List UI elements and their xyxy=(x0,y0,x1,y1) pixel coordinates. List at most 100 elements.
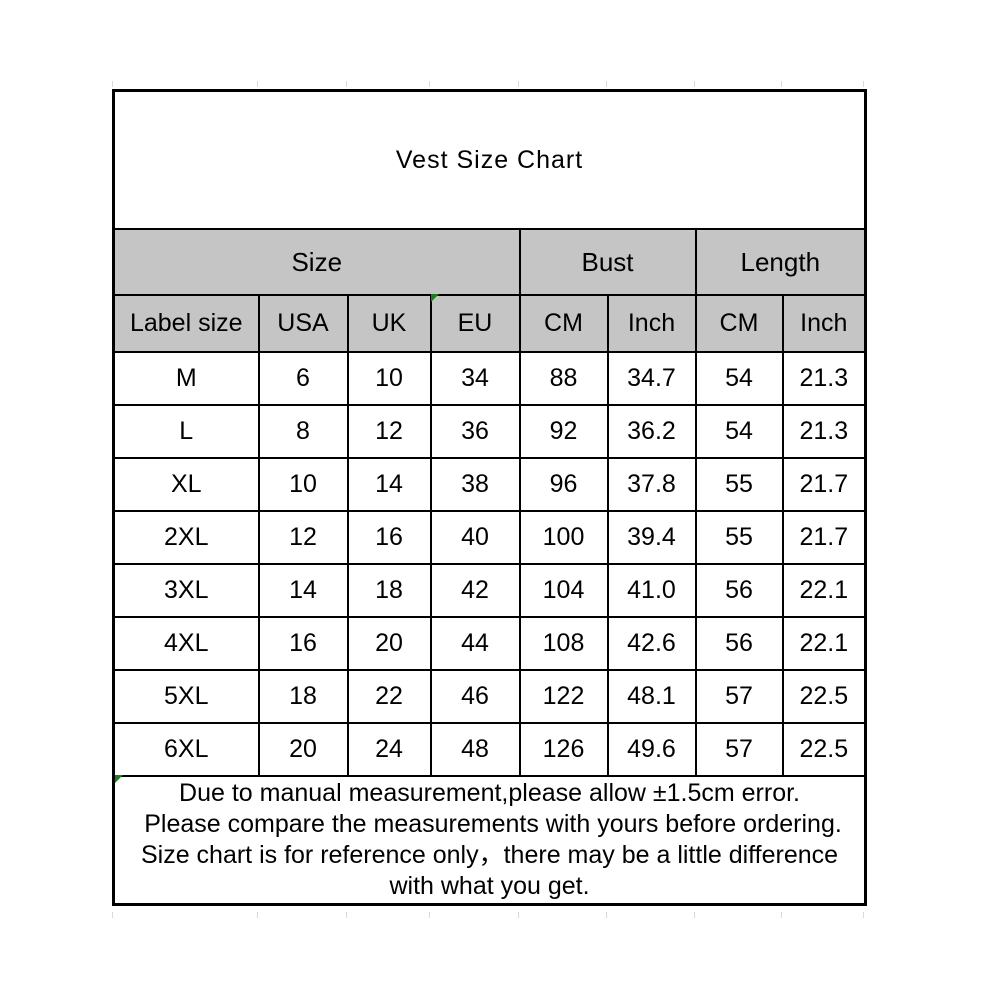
label-size-cell: M xyxy=(112,351,260,406)
size-value-cell: 57 xyxy=(694,669,784,724)
size-value-cell: 24 xyxy=(346,722,432,777)
label-size-cell: 5XL xyxy=(112,669,260,724)
table-row: 6XL 20 24 48 126 49.6 57 22.5 xyxy=(112,722,867,777)
size-value-cell: 42.6 xyxy=(606,616,697,671)
size-value-cell: 14 xyxy=(257,563,349,618)
gridline-stub xyxy=(429,912,430,918)
column-header-bust-cm: CM xyxy=(518,294,609,353)
gridline-stub xyxy=(606,912,607,918)
label-size-cell: 2XL xyxy=(112,510,260,565)
size-value-cell: 16 xyxy=(346,510,432,565)
size-value-cell: 16 xyxy=(257,616,349,671)
label-size-cell: XL xyxy=(112,457,260,512)
size-value-cell: 10 xyxy=(346,351,432,406)
column-header-eu: EU xyxy=(429,294,521,353)
gridline-stub xyxy=(518,912,519,918)
column-header-bust-inch: Inch xyxy=(606,294,697,353)
gridline-stub xyxy=(257,912,258,918)
size-value-cell: 20 xyxy=(346,616,432,671)
size-value-cell: 55 xyxy=(694,457,784,512)
table-row: XL 10 14 38 96 37.8 55 21.7 xyxy=(112,457,867,512)
size-value-cell: 10 xyxy=(257,457,349,512)
group-header-row: Size Bust Length xyxy=(112,228,867,296)
gridline-stub xyxy=(781,81,782,87)
table-row: 3XL 14 18 42 104 41.0 56 22.1 xyxy=(112,563,867,618)
table-row: 2XL 12 16 40 100 39.4 55 21.7 xyxy=(112,510,867,565)
gridline-stub xyxy=(863,81,864,87)
size-value-cell: 21.3 xyxy=(781,351,867,406)
size-value-cell: 100 xyxy=(518,510,609,565)
size-value-cell: 46 xyxy=(429,669,521,724)
column-header-uk: UK xyxy=(346,294,432,353)
group-header-size: Size xyxy=(112,228,521,296)
gridline-stub xyxy=(606,81,607,87)
column-header-length-inch: Inch xyxy=(781,294,867,353)
size-value-cell: 41.0 xyxy=(606,563,697,618)
measurement-notes: Due to manual measurement,please allow ±… xyxy=(112,775,867,906)
label-size-cell: L xyxy=(112,404,260,459)
size-value-cell: 55 xyxy=(694,510,784,565)
gridline-stub xyxy=(863,912,864,918)
size-value-cell: 12 xyxy=(346,404,432,459)
size-value-cell: 92 xyxy=(518,404,609,459)
size-table-body: M 6 10 34 88 34.7 54 21.3 L 8 12 36 92 36.2 54 21.3 XL 10… xyxy=(112,351,867,777)
gridline-stub xyxy=(694,912,695,918)
gridline-stub xyxy=(112,81,113,87)
size-value-cell: 88 xyxy=(518,351,609,406)
label-size-cell: 3XL xyxy=(112,563,260,618)
note-line: Please compare the measurements with you… xyxy=(137,810,842,838)
notes-row: Due to manual measurement,please allow ±… xyxy=(112,775,867,906)
size-value-cell: 20 xyxy=(257,722,349,777)
size-value-cell: 18 xyxy=(257,669,349,724)
note-line: Size chart is for reference only，there m… xyxy=(140,841,839,869)
gridline-stub xyxy=(429,81,430,87)
label-size-cell: 4XL xyxy=(112,616,260,671)
size-value-cell: 22.1 xyxy=(781,616,867,671)
table-row: 4XL 16 20 44 108 42.6 56 22.1 xyxy=(112,616,867,671)
size-value-cell: 22.5 xyxy=(781,669,867,724)
page-title: Vest Size Chart xyxy=(112,89,867,230)
size-value-cell: 36 xyxy=(429,404,521,459)
size-value-cell: 21.3 xyxy=(781,404,867,459)
note-line: Due to manual measurement,please allow ±… xyxy=(179,779,801,807)
size-value-cell: 34 xyxy=(429,351,521,406)
size-value-cell: 14 xyxy=(346,457,432,512)
group-header-bust: Bust xyxy=(518,228,697,296)
size-value-cell: 48 xyxy=(429,722,521,777)
column-header-row: Label size USA UK EU CM Inch CM Inch xyxy=(112,294,867,353)
column-header-label-size: Label size xyxy=(112,294,260,353)
gridline-stub xyxy=(346,912,347,918)
size-value-cell: 21.7 xyxy=(781,457,867,512)
size-value-cell: 44 xyxy=(429,616,521,671)
size-value-cell: 54 xyxy=(694,404,784,459)
size-value-cell: 104 xyxy=(518,563,609,618)
size-value-cell: 48.1 xyxy=(606,669,697,724)
size-value-cell: 18 xyxy=(346,563,432,618)
note-line: with what you get. xyxy=(389,872,590,900)
size-value-cell: 56 xyxy=(694,616,784,671)
size-chart-table: Vest Size Chart Size Bust Length Label s… xyxy=(112,89,868,906)
gridline-stub xyxy=(112,912,113,918)
table-row: 5XL 18 22 46 122 48.1 57 22.5 xyxy=(112,669,867,724)
size-chart-sheet: Vest Size Chart Size Bust Length Label s… xyxy=(112,81,868,918)
size-value-cell: 39.4 xyxy=(606,510,697,565)
size-value-cell: 8 xyxy=(257,404,349,459)
table-row: L 8 12 36 92 36.2 54 21.3 xyxy=(112,404,867,459)
size-value-cell: 57 xyxy=(694,722,784,777)
size-value-cell: 38 xyxy=(429,457,521,512)
group-header-length: Length xyxy=(694,228,867,296)
size-value-cell: 22 xyxy=(346,669,432,724)
column-header-length-cm: CM xyxy=(694,294,784,353)
size-value-cell: 108 xyxy=(518,616,609,671)
size-value-cell: 34.7 xyxy=(606,351,697,406)
gridline-stub xyxy=(694,81,695,87)
gridline-stub xyxy=(257,81,258,87)
size-value-cell: 21.7 xyxy=(781,510,867,565)
cell-comment-flag-icon xyxy=(431,294,439,302)
title-row: Vest Size Chart xyxy=(112,89,867,230)
size-value-cell: 37.8 xyxy=(606,457,697,512)
size-value-cell: 36.2 xyxy=(606,404,697,459)
size-value-cell: 126 xyxy=(518,722,609,777)
size-value-cell: 96 xyxy=(518,457,609,512)
gridline-stub xyxy=(346,81,347,87)
